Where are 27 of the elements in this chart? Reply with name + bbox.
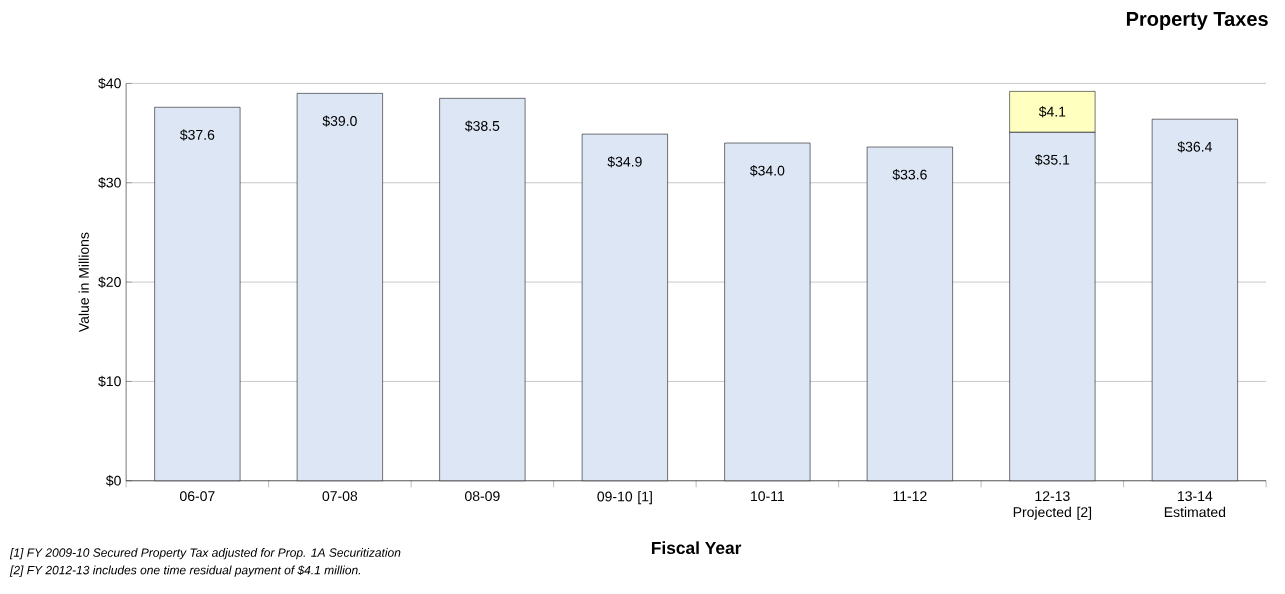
data-label: $39.0 — [322, 115, 357, 127]
y-tick-label: $0 — [105, 475, 121, 487]
text: [1] FY 2009-10 Secured Property Tax adjusted for Prop. 1A Securitization — [9, 548, 401, 560]
y-tick-label: $20 — [98, 276, 121, 288]
y-tick-label: $40 — [98, 77, 121, 90]
data-label: $33.6 — [892, 169, 927, 181]
data-label: $34.0 — [749, 165, 785, 177]
y-tick-label: $30 — [98, 177, 121, 189]
x-tick-label: 11-12 — [893, 491, 927, 501]
x-tick-label: 09-10 [1] — [597, 491, 652, 505]
x-tick-label: 06-07 — [180, 491, 215, 502]
x-tick-label: 07-08 — [322, 491, 358, 502]
data-label: $37.6 — [180, 129, 215, 141]
data-label: $35.1 — [1034, 154, 1070, 166]
data-label: $36.4 — [1177, 141, 1212, 153]
x-tick-label: 08-09 — [465, 491, 500, 502]
text: [2] FY 2012-13 includes one time residual payment of $4.1 million. — [9, 565, 361, 577]
x-tick-label: 10-11 — [751, 491, 785, 502]
x-tick-label: 13-14 Estimated — [1164, 491, 1226, 518]
chart-title: Property Taxes — [1126, 12, 1268, 30]
y-axis-title: Value in Millions — [78, 232, 89, 333]
y-tick-label: $10 — [98, 375, 121, 388]
x-tick-label: 12-13 Projected [2] — [1013, 491, 1092, 520]
data-label: $34.9 — [607, 156, 642, 168]
x-axis-title: Fiscal Year — [651, 541, 742, 555]
data-label: $38.5 — [465, 120, 500, 132]
data-label: $4.1 — [1038, 106, 1066, 118]
